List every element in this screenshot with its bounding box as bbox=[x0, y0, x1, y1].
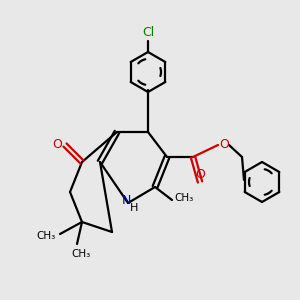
Text: H: H bbox=[130, 203, 138, 213]
Text: O: O bbox=[219, 137, 229, 151]
Text: CH₃: CH₃ bbox=[36, 231, 56, 241]
Text: O: O bbox=[195, 167, 205, 181]
Text: CH₃: CH₃ bbox=[174, 193, 194, 203]
Text: O: O bbox=[52, 137, 62, 151]
Text: N: N bbox=[121, 194, 131, 206]
Text: CH₃: CH₃ bbox=[71, 249, 91, 259]
Text: Cl: Cl bbox=[142, 26, 154, 40]
